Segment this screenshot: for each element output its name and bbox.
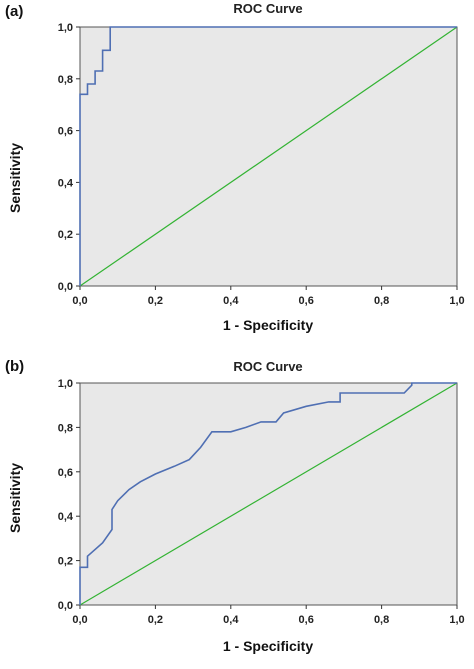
- y-tick-label: 0,0: [58, 600, 73, 612]
- x-tick-label: 0,8: [374, 295, 389, 307]
- y-axis-a: 0,0 0,2 0,4 0,6 0,8 1,0: [58, 22, 80, 293]
- x-tick-label: 0,4: [223, 614, 239, 626]
- y-tick-label: 0,8: [58, 74, 73, 86]
- x-axis-a: 0,0 0,2 0,4 0,6 0,8 1,0: [72, 286, 465, 307]
- y-tick-label: 1,0: [58, 22, 73, 34]
- roc-curve-b: [79, 382, 457, 605]
- roc-curve-a: [79, 26, 457, 286]
- chart-title-a: ROC Curve: [233, 1, 302, 16]
- panel-a: (a) ROC Curve 0,00,20,40,60,81,0 0,0 0,2 0…: [5, 1, 465, 333]
- y-tick-label: 0,6: [58, 467, 73, 479]
- y-axis-label-b: Sensitivity: [7, 463, 23, 533]
- x-tick-label: 0,0: [72, 614, 87, 626]
- y-tick-label: 0,2: [58, 229, 73, 241]
- panel-label-a: (a): [5, 3, 23, 20]
- x-tick-label: 1,0: [449, 295, 464, 307]
- chart-title-b: ROC Curve: [233, 359, 302, 374]
- x-axis-label-b: 1 - Specificity: [223, 638, 313, 654]
- panel-b: (b) ROC Curve 0,00,20,40,60,81,0 0,0 0,2 0…: [5, 358, 465, 654]
- y-tick-label: 0,8: [58, 422, 73, 434]
- y-tick-label: 0,0: [58, 281, 73, 293]
- y-tick-label: 0,4: [58, 177, 74, 189]
- panel-label-b: (b): [5, 358, 24, 375]
- x-tick-label: 0,2: [148, 295, 163, 307]
- x-tick-label: 0,4: [223, 295, 239, 307]
- x-axis-b: 0,0 0,2 0,4 0,6 0,8 1,0: [72, 605, 465, 626]
- y-tick-label: 1,0: [58, 378, 73, 390]
- y-tick-label: 0,6: [58, 126, 73, 138]
- x-tick-label: 0,6: [299, 295, 314, 307]
- x-tick-label: 0,0: [72, 295, 87, 307]
- x-tick-label: 0,2: [148, 614, 163, 626]
- x-tick-label: 0,8: [374, 614, 389, 626]
- x-axis-label-a: 1 - Specificity: [223, 317, 313, 333]
- y-tick-label: 0,2: [58, 556, 73, 568]
- y-axis-b: 0,0 0,2 0,4 0,6 0,8 1,0: [58, 378, 80, 612]
- x-tick-label: 0,6: [299, 614, 314, 626]
- y-axis-label-a: Sensitivity: [7, 143, 23, 213]
- reference-line-b: [79, 382, 458, 606]
- y-tick-label: 0,4: [58, 511, 74, 523]
- x-tick-label: 1,0: [449, 614, 464, 626]
- reference-line-a: [79, 26, 458, 287]
